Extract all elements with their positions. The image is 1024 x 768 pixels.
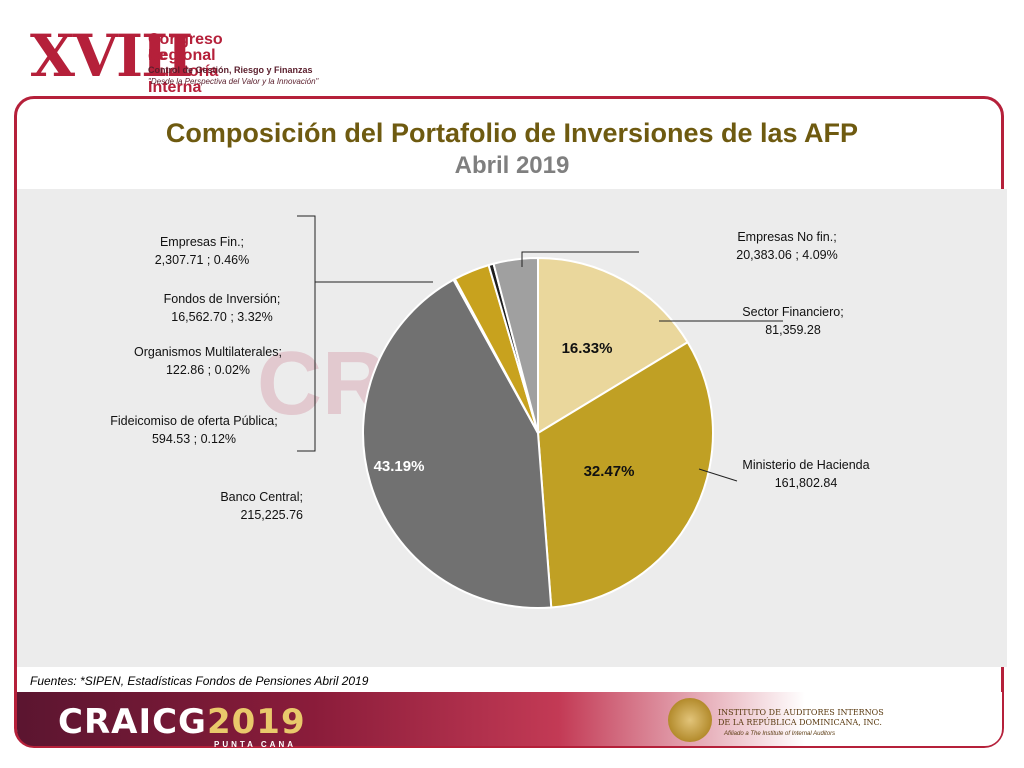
craicg-logo: CRAICG2019 bbox=[58, 702, 306, 742]
slice-value-label: 215,225.76 bbox=[240, 508, 303, 522]
chart-title: Composición del Portafolio de Inversione… bbox=[165, 118, 859, 148]
logo-line-2: de Auditoría Interna bbox=[148, 47, 219, 96]
slice-value-label: 81,359.28 bbox=[765, 323, 821, 337]
slice-label: Empresas No fin.; bbox=[737, 230, 836, 244]
source-note: Fuentes: *SIPEN, Estadísticas Fondos de … bbox=[30, 674, 369, 688]
slice-label: Fondos de Inversión; bbox=[164, 292, 281, 306]
pie-slice bbox=[537, 256, 690, 435]
institute-affiliation: Afiliado a The Institute of Internal Aud… bbox=[724, 731, 836, 737]
pie-slice bbox=[536, 340, 714, 609]
logo-line-1: Congreso Regional bbox=[148, 31, 223, 64]
slice-label: Banco Central; bbox=[220, 490, 303, 504]
craicg-location: PUNTA CANA bbox=[214, 740, 296, 749]
slice-label: Empresas Fin.; bbox=[160, 235, 244, 249]
institute-name-1: INSTITUTO DE AUDITORES INTERNOS bbox=[718, 708, 884, 717]
slice-percent-label: 43.19% bbox=[374, 458, 425, 475]
logo-number: XVIII bbox=[30, 22, 193, 90]
institute-name-2: DE LA REPÚBLICA DOMINICANA, INC. bbox=[718, 718, 882, 727]
craicg-brand: CRAICG bbox=[58, 702, 207, 742]
logo-line-3: Control de Gestión, Riesgo y Finanzas bbox=[148, 65, 313, 75]
pie-chart: CRAICG16.33%32.47%43.19%Empresas No fin.… bbox=[110, 215, 870, 609]
slice-value-label: 2,307.71 ; 0.46% bbox=[155, 253, 250, 267]
slice-label: Sector Financiero; bbox=[742, 305, 843, 319]
leader-line bbox=[698, 468, 738, 482]
slice-label: Ministerio de Hacienda bbox=[742, 458, 869, 472]
pie-slice bbox=[362, 278, 553, 609]
chart-area: CRAICG16.33%32.47%43.19%Empresas No fin.… bbox=[17, 189, 1007, 667]
slice-value-label: 594.53 ; 0.12% bbox=[152, 432, 236, 446]
footer-band bbox=[17, 692, 1002, 746]
slice-label: Fideicomiso de oferta Pública; bbox=[110, 414, 277, 428]
slice-value-label: 122.86 ; 0.02% bbox=[166, 363, 250, 377]
institute-seal-icon bbox=[668, 698, 712, 742]
slice-percent-label: 32.47% bbox=[584, 463, 635, 480]
institute-logo: INSTITUTO DE AUDITORES INTERNOS DE LA RE… bbox=[668, 698, 884, 742]
slice-label: Organismos Multilaterales; bbox=[134, 345, 282, 359]
pie-slice bbox=[492, 256, 539, 434]
slice-value-label: 20,383.06 ; 4.09% bbox=[736, 248, 837, 262]
slice-value-label: 161,802.84 bbox=[775, 476, 838, 490]
leader-line bbox=[521, 251, 639, 267]
slice-value-label: 16,562.70 ; 3.32% bbox=[171, 310, 272, 324]
craicg-year: 2019 bbox=[206, 702, 306, 742]
slice-percent-label: 16.33% bbox=[562, 340, 613, 357]
leader-line bbox=[297, 215, 316, 452]
chart-subtitle: Abril 2019 bbox=[454, 152, 570, 179]
logo-tagline: "Desde la Perspectiva del Valor y la Inn… bbox=[148, 77, 319, 86]
